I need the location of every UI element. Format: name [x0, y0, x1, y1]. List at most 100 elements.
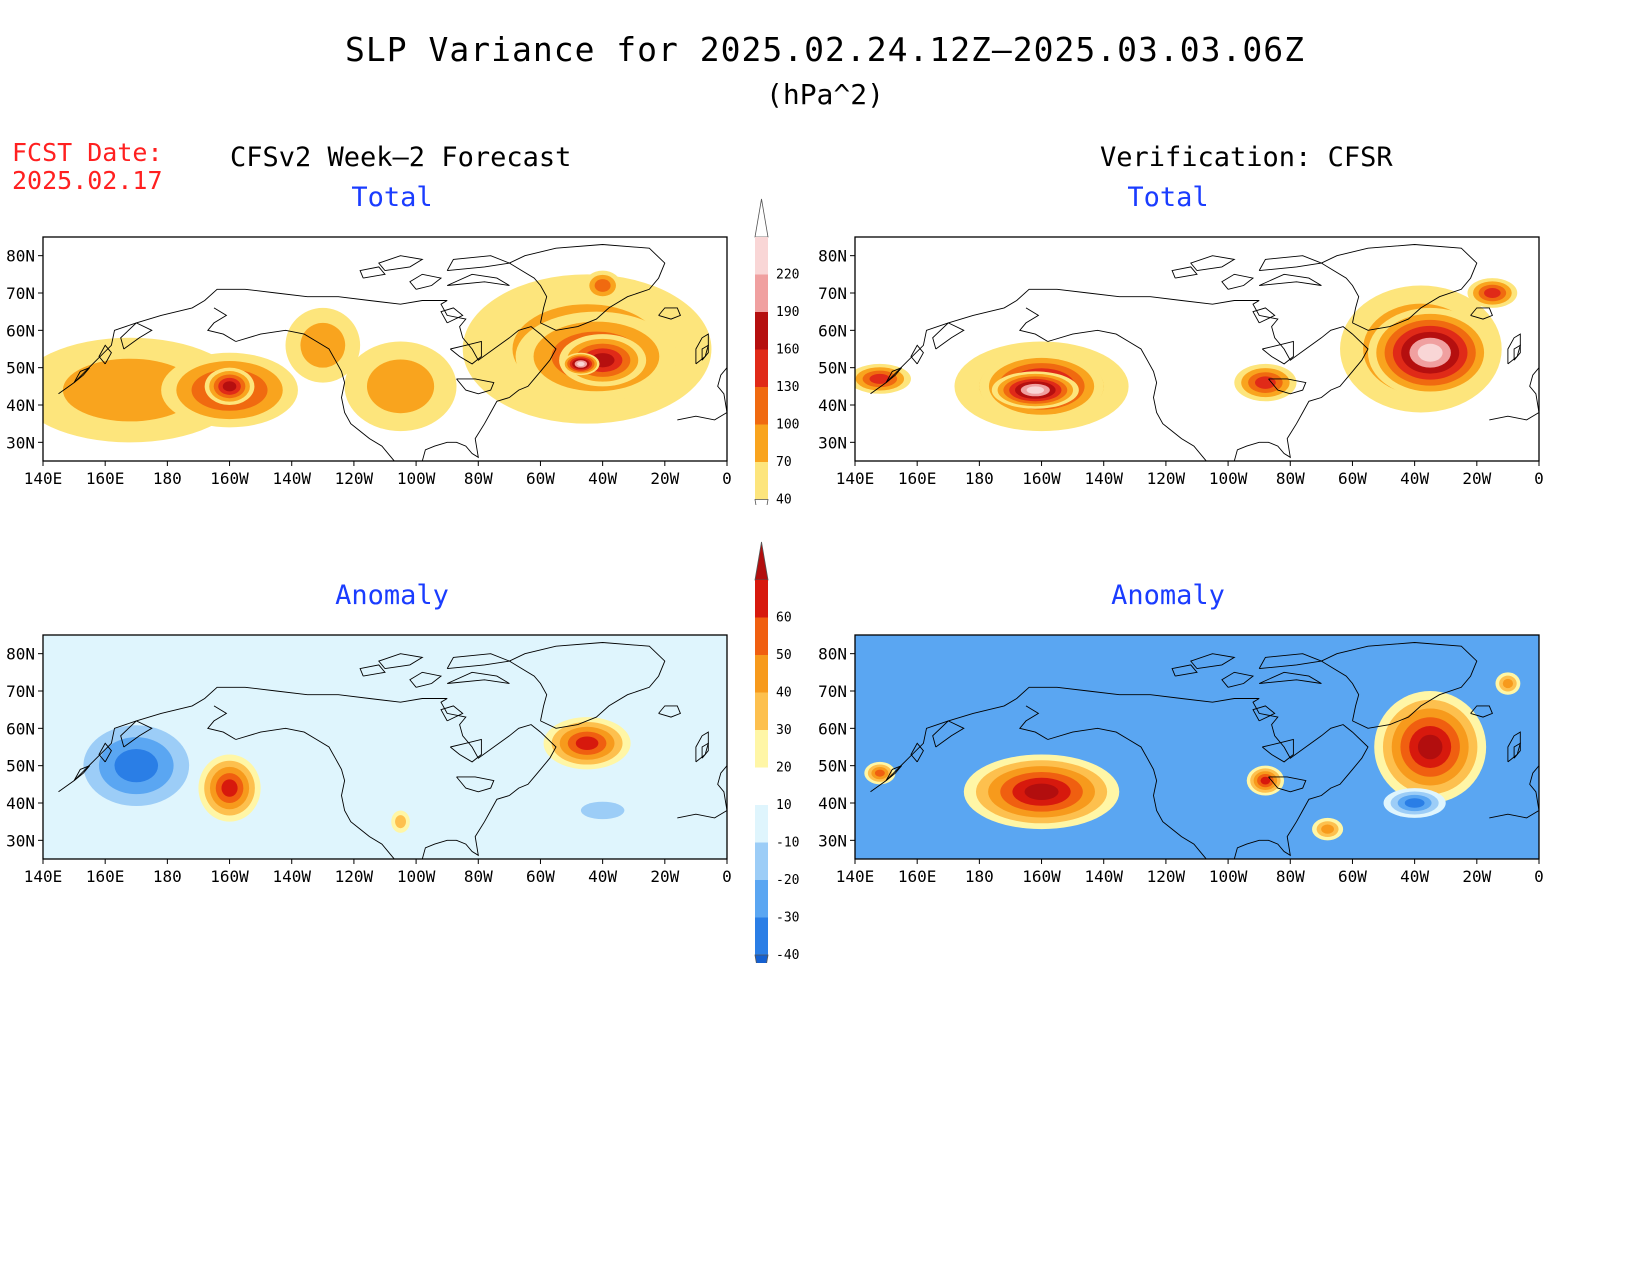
- colorbar-swatch-5: [755, 274, 768, 312]
- lon-label-60W: 60W: [526, 469, 555, 488]
- coastline-15: [450, 738, 482, 763]
- colorbar-label--30: -30: [776, 911, 799, 926]
- coastline-7: [1513, 742, 1521, 759]
- lon-label-80W: 80W: [464, 867, 493, 886]
- coastline-8: [677, 367, 727, 421]
- coastline-11: [1190, 653, 1236, 670]
- lon-label-20W: 20W: [650, 867, 679, 886]
- lon-label-60W: 60W: [526, 867, 555, 886]
- lon-label-180: 180: [153, 867, 182, 886]
- colorbar-swatch-2: [755, 842, 768, 880]
- coastline-7: [701, 742, 709, 759]
- colorbar-label-160: 160: [776, 343, 799, 358]
- coastline-11: [378, 255, 424, 272]
- coastline-12: [446, 255, 512, 272]
- shaded-region-5-level-7: [1321, 824, 1334, 834]
- coastline-14: [1252, 307, 1276, 324]
- coastline-18: [910, 344, 924, 365]
- coastline-3: [421, 300, 557, 461]
- lat-label-40N: 40N: [818, 396, 847, 415]
- colorbar-label--20: -20: [776, 873, 799, 888]
- coastline-9: [447, 273, 510, 286]
- coastline-3: [1233, 300, 1369, 461]
- panel-title-verification-anomaly: Anomaly: [1111, 580, 1225, 611]
- coastline-4: [508, 244, 666, 331]
- coastline-19: [885, 765, 902, 781]
- shaded-region-3-level-3: [580, 801, 625, 820]
- shaded-region-9-level-2: [594, 279, 611, 292]
- lon-label-80W: 80W: [464, 469, 493, 488]
- map-forecast-anomaly: 140E 160E 180 160W 140W 120W 100W 80W 60W 40W 20W 0…: [6, 634, 732, 886]
- lon-label-120W: 120W: [335, 867, 374, 886]
- coastline-3: [421, 698, 557, 859]
- coastline-17: [932, 322, 965, 350]
- colorbar-upper-triangle: [754, 198, 769, 238]
- coastline-17: [120, 322, 153, 350]
- lon-label-180: 180: [965, 867, 994, 886]
- coastline-16: [1268, 776, 1307, 793]
- verification-column-heading: Verification: CFSR: [1100, 142, 1393, 173]
- panel-title-forecast-total: Total: [351, 182, 433, 213]
- lat-label-80N: 80N: [6, 645, 35, 664]
- shaded-region-0-level-1: [62, 358, 198, 422]
- shaded-region-0-level-10: [1024, 783, 1059, 800]
- lon-label-0: 0: [722, 469, 732, 488]
- coastline-17: [120, 720, 153, 748]
- colorbar-label-40: 40: [776, 493, 792, 506]
- coastline-19: [885, 367, 902, 383]
- coastline-12: [1258, 255, 1324, 272]
- colorbar-swatch-4: [755, 312, 768, 350]
- lat-label-50N: 50N: [818, 359, 847, 378]
- lat-label-50N: 50N: [818, 757, 847, 776]
- lon-label-160E: 160E: [86, 469, 125, 488]
- shaded-region-1-level-9: [221, 779, 238, 797]
- forecast-column-heading: CFSv2 Week—2 Forecast: [230, 142, 572, 173]
- coastline-14: [1252, 705, 1276, 722]
- map-verification-total: 140E 160E 180 160W 140W 120W 100W 80W 60W 40W 20W 0…: [818, 236, 1544, 488]
- coastline-9: [1259, 671, 1322, 684]
- coastline-16: [1268, 378, 1307, 395]
- colorbar-swatch-4: [755, 767, 768, 805]
- lon-label-120W: 120W: [1147, 867, 1186, 886]
- colorbar-label--10: -10: [776, 836, 799, 851]
- colorbar-swatch-0: [755, 917, 768, 955]
- lat-label-30N: 30N: [818, 433, 847, 452]
- lat-label-40N: 40N: [6, 794, 35, 813]
- lon-label-140W: 140W: [1084, 469, 1123, 488]
- shaded-region-3-level-6: [1026, 386, 1045, 394]
- lat-label-70N: 70N: [6, 284, 35, 303]
- main-units: (hPa^2): [765, 78, 884, 111]
- coastline-14: [440, 705, 464, 722]
- colorbar-lower-triangle: [754, 954, 769, 963]
- coastline-7: [701, 344, 709, 361]
- coastline-10: [409, 273, 443, 290]
- coastline-2: [235, 329, 395, 461]
- coastline-19: [73, 765, 90, 781]
- coastline-9: [1259, 273, 1322, 286]
- colorbar-swatch-8: [755, 617, 768, 655]
- colorbar-lower-triangle: [754, 499, 769, 505]
- lon-label-20W: 20W: [1462, 469, 1491, 488]
- shaded-region-8-level-6: [577, 361, 585, 367]
- colorbar-label--40: -40: [776, 948, 799, 963]
- coastline-12: [446, 653, 512, 670]
- colorbar-label-20: 20: [776, 761, 792, 776]
- coastline-1: [206, 705, 237, 740]
- colorbar-anomaly: -40 -30 -20 -10 10 20 30 40 50 60: [754, 541, 799, 963]
- coastline-1: [1018, 307, 1049, 342]
- coastline-1: [206, 307, 237, 342]
- coastline-2: [1047, 329, 1207, 461]
- colorbar-total: 40 70 100 130 160 190 220: [754, 198, 799, 506]
- lat-label-30N: 30N: [6, 433, 35, 452]
- colorbar-swatch-9: [755, 580, 768, 618]
- lat-label-60N: 60N: [6, 719, 35, 738]
- colorbar-swatch-5: [755, 730, 768, 768]
- coastline-13: [359, 266, 386, 279]
- coastline-13: [1171, 266, 1198, 279]
- map-frame: [854, 236, 1540, 462]
- lat-label-50N: 50N: [6, 757, 35, 776]
- colorbar-swatch-3: [755, 805, 768, 843]
- lon-label-140W: 140W: [272, 867, 311, 886]
- lat-label-40N: 40N: [6, 396, 35, 415]
- main-title: SLP Variance for 2025.02.24.12Z—2025.03.…: [345, 30, 1305, 69]
